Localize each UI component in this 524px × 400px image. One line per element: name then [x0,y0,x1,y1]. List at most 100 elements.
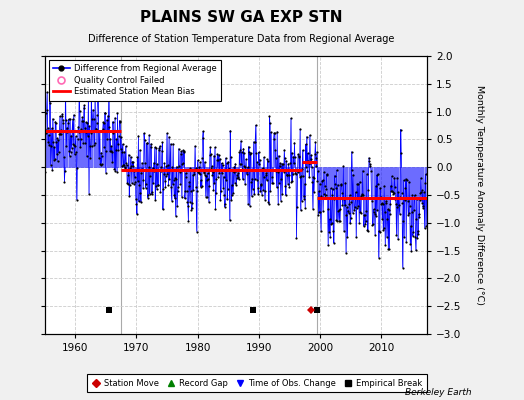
Point [148,165,157,172]
Point [176,169,184,175]
Point [394,174,402,181]
Point [155,146,163,153]
Point [353,205,361,211]
Point [82,129,91,135]
Point [400,234,408,240]
Point [366,161,374,168]
Point [315,209,324,216]
Point [358,190,366,197]
Point [154,182,162,188]
Point [392,201,400,208]
Point [294,151,302,158]
Point [42,107,51,113]
Point [351,195,359,202]
Point [264,158,272,164]
Point [407,223,415,229]
Point [69,112,78,118]
Point [83,120,92,126]
Point [141,160,149,166]
Point [262,170,270,176]
Point [158,139,167,146]
Point [69,141,78,148]
Point [403,195,411,201]
Point [320,169,328,175]
Point [321,194,329,200]
Point [373,172,381,178]
Point [236,146,245,153]
Point [278,160,286,167]
Point [148,189,156,195]
Point [179,147,187,154]
Point [149,160,158,166]
Point [388,173,396,179]
Point [369,221,377,227]
Point [362,218,370,224]
Point [316,180,324,187]
Point [420,225,429,232]
Point [379,224,388,231]
Point [381,242,389,248]
Point [276,160,285,166]
Point [139,185,147,191]
Point [180,149,189,156]
Point [43,89,51,95]
Point [145,132,154,138]
Point [84,89,93,95]
Point [310,175,319,181]
Point [416,197,424,203]
Point [152,145,160,151]
Point [326,185,335,191]
Point [233,172,242,178]
Point [242,156,250,162]
Point [152,186,161,192]
Point [396,193,404,200]
Point [261,172,270,178]
Point [160,160,169,166]
Point [270,130,279,136]
Point [49,116,57,122]
Point [59,120,68,126]
Point [198,155,206,161]
Point [323,172,331,178]
Point [83,153,91,160]
Point [257,182,266,188]
Point [71,133,80,140]
Point [174,184,182,191]
Point [410,207,418,214]
Point [363,226,372,233]
Point [421,171,430,177]
Point [316,209,325,216]
Point [405,179,413,185]
Point [298,166,307,172]
Point [286,160,294,166]
Point [201,172,210,179]
Point [297,173,305,179]
Point [249,138,258,145]
Point [256,156,264,163]
Point [392,232,401,238]
Point [178,161,187,167]
Point [136,190,145,196]
Point [260,196,269,203]
Point [81,124,89,131]
Point [212,176,221,182]
Point [222,155,230,161]
Point [243,164,252,170]
Point [326,234,334,241]
Legend: Station Move, Record Gap, Time of Obs. Change, Empirical Break: Station Move, Record Gap, Time of Obs. C… [87,374,427,392]
Point [389,189,397,196]
Point [151,183,160,190]
Point [70,151,79,158]
Point [118,149,126,155]
Point [219,162,227,168]
Point [115,133,123,140]
Point [336,218,344,224]
Point [62,143,71,150]
Point [244,201,252,207]
Point [156,143,164,149]
Text: Berkeley Earth: Berkeley Earth [405,388,472,397]
Point [376,185,384,191]
Point [371,232,379,238]
Point [313,149,321,155]
Point [106,136,115,142]
